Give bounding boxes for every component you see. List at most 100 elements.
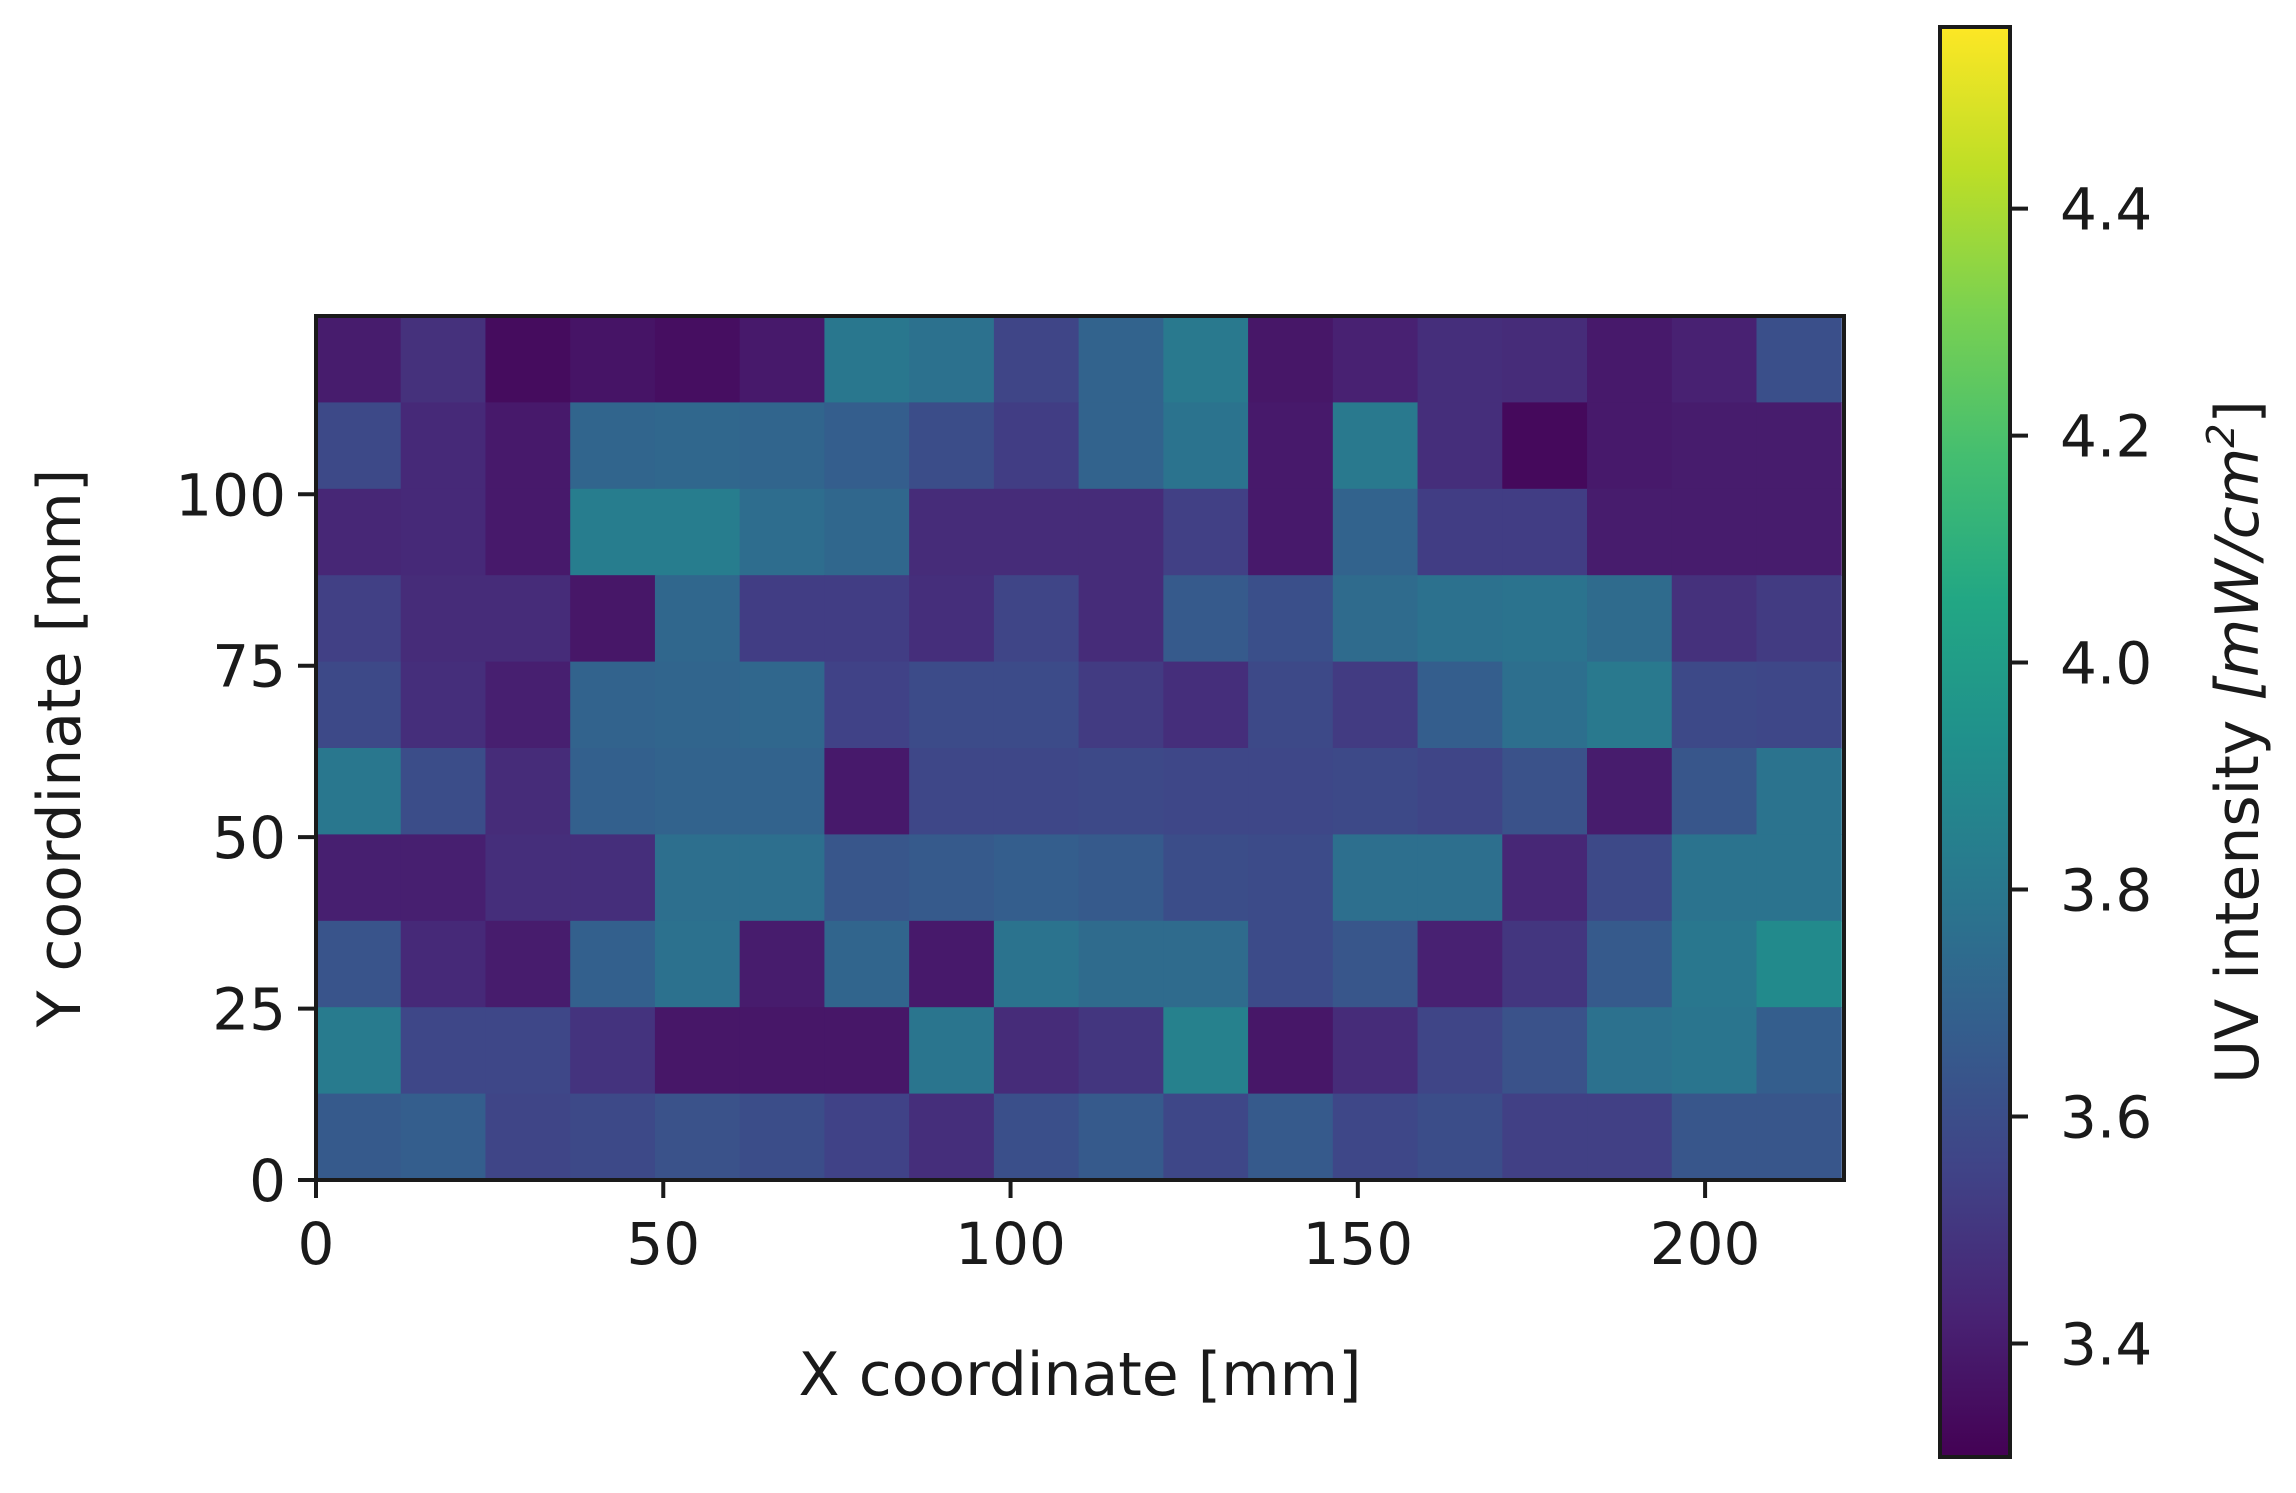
heatmap-cell [1756, 748, 1842, 835]
colorbar-tick-label: 4.0 [2060, 630, 2152, 698]
heatmap-cell [485, 488, 571, 576]
heatmap-cell [485, 834, 571, 922]
heatmap-cell [1078, 920, 1164, 1008]
heatmap-cell [316, 1007, 402, 1095]
heatmap-cell [1756, 402, 1842, 490]
colorbar-tick-label: 4.2 [2060, 403, 2152, 471]
heatmap-cell [1248, 488, 1334, 576]
heatmap-cell [654, 1007, 741, 1095]
heatmap-cell [1248, 1093, 1334, 1181]
heatmap-cell [824, 575, 910, 663]
heatmap-cell [1248, 402, 1334, 490]
heatmap-cell [1417, 748, 1503, 835]
heatmap-cell [739, 834, 826, 922]
heatmap-cell [400, 575, 487, 663]
heatmap-cell [1756, 1093, 1842, 1181]
heatmap-cell [1332, 402, 1419, 490]
heatmap-cell [1671, 402, 1758, 490]
heatmap-cell [570, 834, 656, 922]
x-axis-label: X coordinate [mm] [799, 1340, 1362, 1410]
heatmap-cell [739, 661, 826, 749]
heatmap-cell [654, 834, 741, 922]
heatmap-cell [654, 575, 741, 663]
heatmap-cell [993, 1007, 1080, 1095]
heatmap-cell [1502, 488, 1588, 576]
heatmap-cell [739, 920, 826, 1008]
heatmap-cell [1671, 1007, 1758, 1095]
heatmap-cell [1248, 316, 1334, 403]
heatmap-cell [654, 920, 741, 1008]
heatmap-cell [1078, 316, 1164, 403]
heatmap-cell [993, 834, 1080, 922]
heatmap-cell [824, 920, 910, 1008]
y-axis-label: Y coordinate [mm] [25, 469, 95, 1029]
colorbar-tick-label: 3.8 [2060, 857, 2152, 925]
heatmap-cell [1078, 748, 1164, 835]
heatmap-cell [1332, 834, 1419, 922]
heatmap-cell [1671, 920, 1758, 1008]
heatmap-cell [1671, 488, 1758, 576]
heatmap-cell [1417, 920, 1503, 1008]
heatmap-cell [1671, 575, 1758, 663]
heatmap-cell [1332, 316, 1419, 403]
heatmap-cell [909, 575, 995, 663]
heatmap-cell [1502, 920, 1588, 1008]
heatmap-cell [993, 402, 1080, 490]
heatmap-cell [400, 920, 487, 1008]
heatmap-cell [1332, 748, 1419, 835]
heatmap-cell [1756, 834, 1842, 922]
heatmap-cell [400, 834, 487, 922]
heatmap-cell [400, 1007, 487, 1095]
heatmap-cell [739, 1093, 826, 1181]
x-tick-label: 100 [955, 1210, 1066, 1278]
heatmap-cell [1163, 316, 1249, 403]
y-axis: 0 25 50 75 100 [175, 461, 316, 1215]
heatmap-cell [1417, 661, 1503, 749]
heatmap-cell [993, 661, 1080, 749]
heatmap-cell [570, 661, 656, 749]
heatmap-cell [1163, 1093, 1249, 1181]
heatmap-cell [400, 488, 487, 576]
heatmap-cell [570, 1007, 656, 1095]
heatmap-cell [1332, 661, 1419, 749]
heatmap-cell [1671, 661, 1758, 749]
heatmap-cell [824, 316, 910, 403]
colorbar-label: UV intensity [mW/cm2] [2199, 400, 2273, 1084]
heatmap-cell [1587, 575, 1673, 663]
x-tick-label: 200 [1650, 1210, 1761, 1278]
heatmap-cell [909, 661, 995, 749]
heatmap-cell [1248, 748, 1334, 835]
heatmap-cell [316, 661, 402, 749]
heatmap-cell [654, 488, 741, 576]
heatmap-cell [1587, 316, 1673, 403]
colorbar-label-close: ] [2203, 400, 2273, 423]
heatmap-cell [1163, 402, 1249, 490]
heatmap-cell [570, 316, 656, 403]
heatmap-cell [1671, 748, 1758, 835]
heatmap-cell [485, 575, 571, 663]
x-axis: 0 50 100 150 200 [298, 1180, 1761, 1278]
heatmap-cell [316, 488, 402, 576]
heatmap-cell [993, 1093, 1080, 1181]
heatmap-cell [824, 488, 910, 576]
colorbar [1938, 25, 2012, 1459]
heatmap-cell [1248, 575, 1334, 663]
x-tick-label: 0 [298, 1210, 335, 1278]
heatmap-cell [1332, 575, 1419, 663]
heatmap-cell [909, 316, 995, 403]
heatmap-cell [739, 402, 826, 490]
heatmap-cell [570, 920, 656, 1008]
heatmap-cell [316, 402, 402, 490]
heatmap-cell [824, 834, 910, 922]
heatmap-cell [1163, 1007, 1249, 1095]
heatmap-cell [654, 748, 741, 835]
heatmap-cell [316, 575, 402, 663]
heatmap-cell [316, 920, 402, 1008]
plot-frame [314, 314, 1846, 1182]
y-tick-label: 100 [175, 461, 286, 529]
heatmap-cell [1248, 834, 1334, 922]
heatmap-cell [909, 1007, 995, 1095]
heatmap-cell [1248, 661, 1334, 749]
heatmap-cell [1587, 920, 1673, 1008]
heatmap-cell [993, 316, 1080, 403]
